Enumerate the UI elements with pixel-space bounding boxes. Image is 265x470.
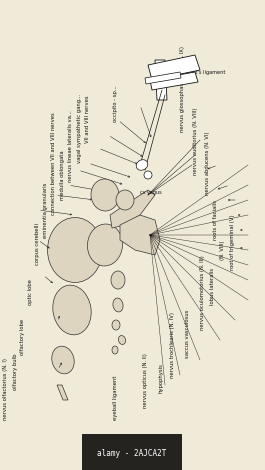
Text: olfactory lobe: olfactory lobe <box>20 319 25 355</box>
Text: nervus oculomotorius (N. III): nervus oculomotorius (N. III) <box>200 255 205 330</box>
Ellipse shape <box>111 271 125 289</box>
Text: nervus auditorius (N. VIII): nervus auditorius (N. VIII) <box>193 108 198 175</box>
Text: roots of facialis: roots of facialis <box>213 200 218 240</box>
Ellipse shape <box>113 298 123 312</box>
Ellipse shape <box>47 218 103 282</box>
Text: hypophysis: hypophysis <box>158 363 163 393</box>
Text: corpus cerebelli: corpus cerebelli <box>35 223 40 265</box>
Text: eminentia granularis: eminentia granularis <box>43 183 48 238</box>
Text: (N. VIII): (N. VIII) <box>220 241 225 260</box>
Ellipse shape <box>116 190 134 210</box>
Text: alamy - 2AJCA2T: alamy - 2AJCA2T <box>97 449 167 458</box>
Text: VII and VIII nerves: VII and VIII nerves <box>85 95 90 143</box>
Text: medulla oblongata: medulla oblongata <box>60 150 65 200</box>
Ellipse shape <box>91 179 119 211</box>
Polygon shape <box>150 72 198 90</box>
Ellipse shape <box>53 285 91 335</box>
Text: vagal sympathetic gang...: vagal sympathetic gang... <box>77 94 82 163</box>
Text: Baudelot's ligament: Baudelot's ligament <box>175 70 225 75</box>
Polygon shape <box>110 190 155 228</box>
Text: nervus opticus (N. II): nervus opticus (N. II) <box>143 353 148 408</box>
Text: connection between VII and VIII nerves: connection between VII and VIII nerves <box>51 112 56 215</box>
Ellipse shape <box>118 336 126 345</box>
Text: nervus glossopharyngeus (N. IX): nervus glossopharyngeus (N. IX) <box>180 46 185 132</box>
Text: cv vagus: cv vagus <box>140 190 162 195</box>
Polygon shape <box>120 215 160 255</box>
Text: eyeball ligament: eyeball ligament <box>113 376 118 420</box>
Text: nervus abducens (N. VI): nervus abducens (N. VI) <box>205 132 210 195</box>
Polygon shape <box>145 72 181 84</box>
Ellipse shape <box>112 346 118 354</box>
Text: optic lobe: optic lobe <box>28 279 33 305</box>
Text: saccus vasculosus: saccus vasculosus <box>185 310 190 358</box>
Ellipse shape <box>52 346 74 374</box>
Text: root of trigeminal (V): root of trigeminal (V) <box>230 214 235 270</box>
Text: nervus trochlearis (N. IV): nervus trochlearis (N. IV) <box>170 312 175 378</box>
Text: nervus olfactorius (N. I): nervus olfactorius (N. I) <box>3 358 8 420</box>
Ellipse shape <box>87 224 122 266</box>
Text: occipito - sp...: occipito - sp... <box>113 86 118 122</box>
Ellipse shape <box>144 171 152 179</box>
Ellipse shape <box>112 320 120 330</box>
Polygon shape <box>155 60 167 100</box>
Polygon shape <box>57 385 68 400</box>
Ellipse shape <box>136 160 148 170</box>
Text: nervus lineae lateralis va...: nervus lineae lateralis va... <box>68 110 73 182</box>
Polygon shape <box>148 55 200 80</box>
Text: lobus lateralis: lobus lateralis <box>210 268 215 305</box>
Text: olfactory bulb: olfactory bulb <box>13 353 18 390</box>
